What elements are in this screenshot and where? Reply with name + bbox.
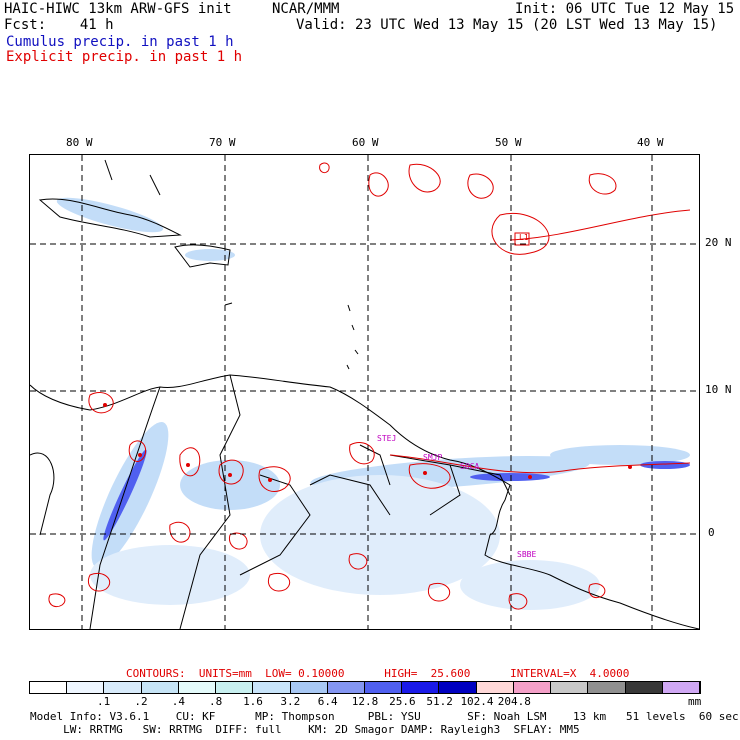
explicit-precip-cores	[103, 403, 632, 482]
colorbar-tick-label: 1.6	[243, 695, 263, 708]
colorbar-tick-label: 102.4	[460, 695, 494, 708]
lat-label-0: 0	[708, 526, 715, 539]
field-cumulus-label: Cumulus precip. in past 1 h	[6, 34, 234, 50]
colorbar-tick-label: .8	[209, 695, 223, 708]
lat-lon-grid	[30, 155, 699, 629]
colorbar-tick-label: 204.8	[497, 695, 531, 708]
colorbar-swatch	[588, 682, 626, 693]
colorbar-swatch	[327, 682, 365, 693]
colorbar-tick-label: 3.2	[280, 695, 301, 708]
init-time: Init: 06 UTC Tue 12 May 15	[515, 1, 735, 17]
map-panel: L1 STEJ SMJP SOCA SBBE	[29, 154, 700, 630]
model-info-line2: LW: RRTMG SW: RRTMG DIFF: full KM: 2D Sm…	[30, 723, 580, 736]
org-label: NCAR/MMM	[272, 1, 340, 17]
colorbar-swatch	[178, 682, 217, 693]
colorbar-swatch	[476, 682, 514, 693]
colorbar-swatch	[402, 682, 440, 693]
model-info-line1: Model Info: V3.6.1 CU: KF MP: Thompson P…	[30, 710, 739, 723]
colorbar-units: mm	[688, 695, 702, 708]
lon-label-60w: 60 W	[352, 136, 379, 149]
colorbar-swatch	[104, 682, 142, 693]
map-canvas	[30, 155, 699, 629]
islands	[104, 159, 359, 370]
colorbar-swatch	[290, 682, 328, 693]
colorbar-tick-label: .2	[134, 695, 148, 708]
station-soca: SOCA	[460, 462, 480, 471]
explicit-precip-contours	[48, 162, 691, 610]
colorbar-swatch	[662, 682, 700, 693]
contour-info: CONTOURS: UNITS=mm LOW= 0.10000 HIGH= 25…	[126, 667, 630, 680]
lat-label-20n: 20 N	[705, 236, 732, 249]
lon-label-80w: 80 W	[66, 136, 93, 149]
colorbar-swatch	[141, 682, 179, 693]
station-sbbe: SBBE	[517, 550, 537, 559]
colorbar-swatch	[253, 682, 291, 693]
colorbar-swatch	[551, 682, 589, 693]
colorbar-tick-label: 6.4	[317, 695, 338, 708]
colorbar-swatch	[67, 682, 105, 693]
lon-label-70w: 70 W	[209, 136, 236, 149]
station-stej: STEJ	[377, 434, 397, 443]
lat-label-10n: 10 N	[705, 383, 732, 396]
colorbar-tick-label: 12.8	[351, 695, 379, 708]
lon-label-40w: 40 W	[637, 136, 664, 149]
highlight-label: L1	[519, 233, 529, 242]
station-smjp: SMJP	[423, 453, 443, 462]
cumulus-precip-shading	[56, 197, 690, 610]
colorbar-tick-label: 25.6	[389, 695, 416, 708]
field-explicit-label: Explicit precip. in past 1 h	[6, 49, 243, 65]
model-title: HAIC-HIWC 13km ARW-GFS init	[4, 1, 232, 17]
colorbar-swatch	[625, 682, 663, 693]
forecast-hour: Fcst: 41 h	[4, 17, 114, 33]
coastlines	[30, 198, 699, 629]
colorbar-swatch	[364, 682, 403, 693]
colorbar-tick-label: .4	[171, 695, 185, 708]
colorbar-tick-label: 51.2	[426, 695, 453, 708]
highlight-box	[514, 232, 530, 246]
colorbar-swatch	[30, 682, 68, 693]
colorbar-tick-label: .1	[97, 695, 111, 708]
colorbar	[29, 681, 701, 694]
colorbar-swatch	[439, 682, 477, 693]
lon-label-50w: 50 W	[495, 136, 522, 149]
colorbar-swatch	[513, 682, 552, 693]
colorbar-swatch	[216, 682, 254, 693]
valid-time: Valid: 23 UTC Wed 13 May 15 (20 LST Wed …	[296, 17, 718, 33]
